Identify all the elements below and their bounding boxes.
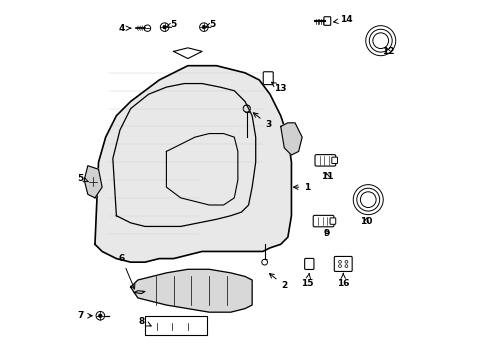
Circle shape: [144, 25, 151, 31]
Polygon shape: [131, 269, 252, 312]
Circle shape: [186, 325, 190, 328]
Polygon shape: [95, 66, 292, 262]
FancyBboxPatch shape: [305, 258, 314, 270]
Text: 12: 12: [382, 47, 394, 56]
Text: 4: 4: [119, 24, 131, 33]
Circle shape: [92, 180, 95, 184]
FancyBboxPatch shape: [324, 17, 331, 25]
FancyBboxPatch shape: [332, 157, 338, 163]
Text: 2: 2: [270, 274, 288, 290]
Text: 16: 16: [337, 274, 349, 288]
Text: 9: 9: [324, 229, 330, 238]
Text: 13: 13: [271, 82, 287, 93]
Text: 10: 10: [360, 217, 372, 226]
FancyBboxPatch shape: [315, 155, 336, 166]
FancyBboxPatch shape: [334, 256, 352, 271]
FancyBboxPatch shape: [330, 218, 336, 224]
Circle shape: [156, 325, 159, 328]
Text: 1: 1: [294, 183, 311, 192]
Circle shape: [98, 314, 102, 318]
Circle shape: [170, 325, 173, 328]
Text: 15: 15: [301, 274, 314, 288]
Text: 5: 5: [206, 20, 216, 29]
Text: 8: 8: [138, 316, 151, 326]
FancyBboxPatch shape: [313, 215, 334, 227]
Text: 3: 3: [253, 113, 271, 129]
Text: 5: 5: [167, 20, 177, 29]
Text: 7: 7: [77, 311, 92, 320]
Text: 6: 6: [119, 254, 135, 289]
FancyBboxPatch shape: [263, 72, 273, 85]
Circle shape: [202, 25, 206, 29]
Circle shape: [163, 25, 167, 29]
Polygon shape: [281, 123, 302, 155]
Bar: [145, 316, 207, 336]
Polygon shape: [84, 166, 102, 198]
Text: 5: 5: [77, 174, 89, 183]
Text: 11: 11: [321, 172, 333, 181]
Text: 14: 14: [334, 15, 353, 24]
